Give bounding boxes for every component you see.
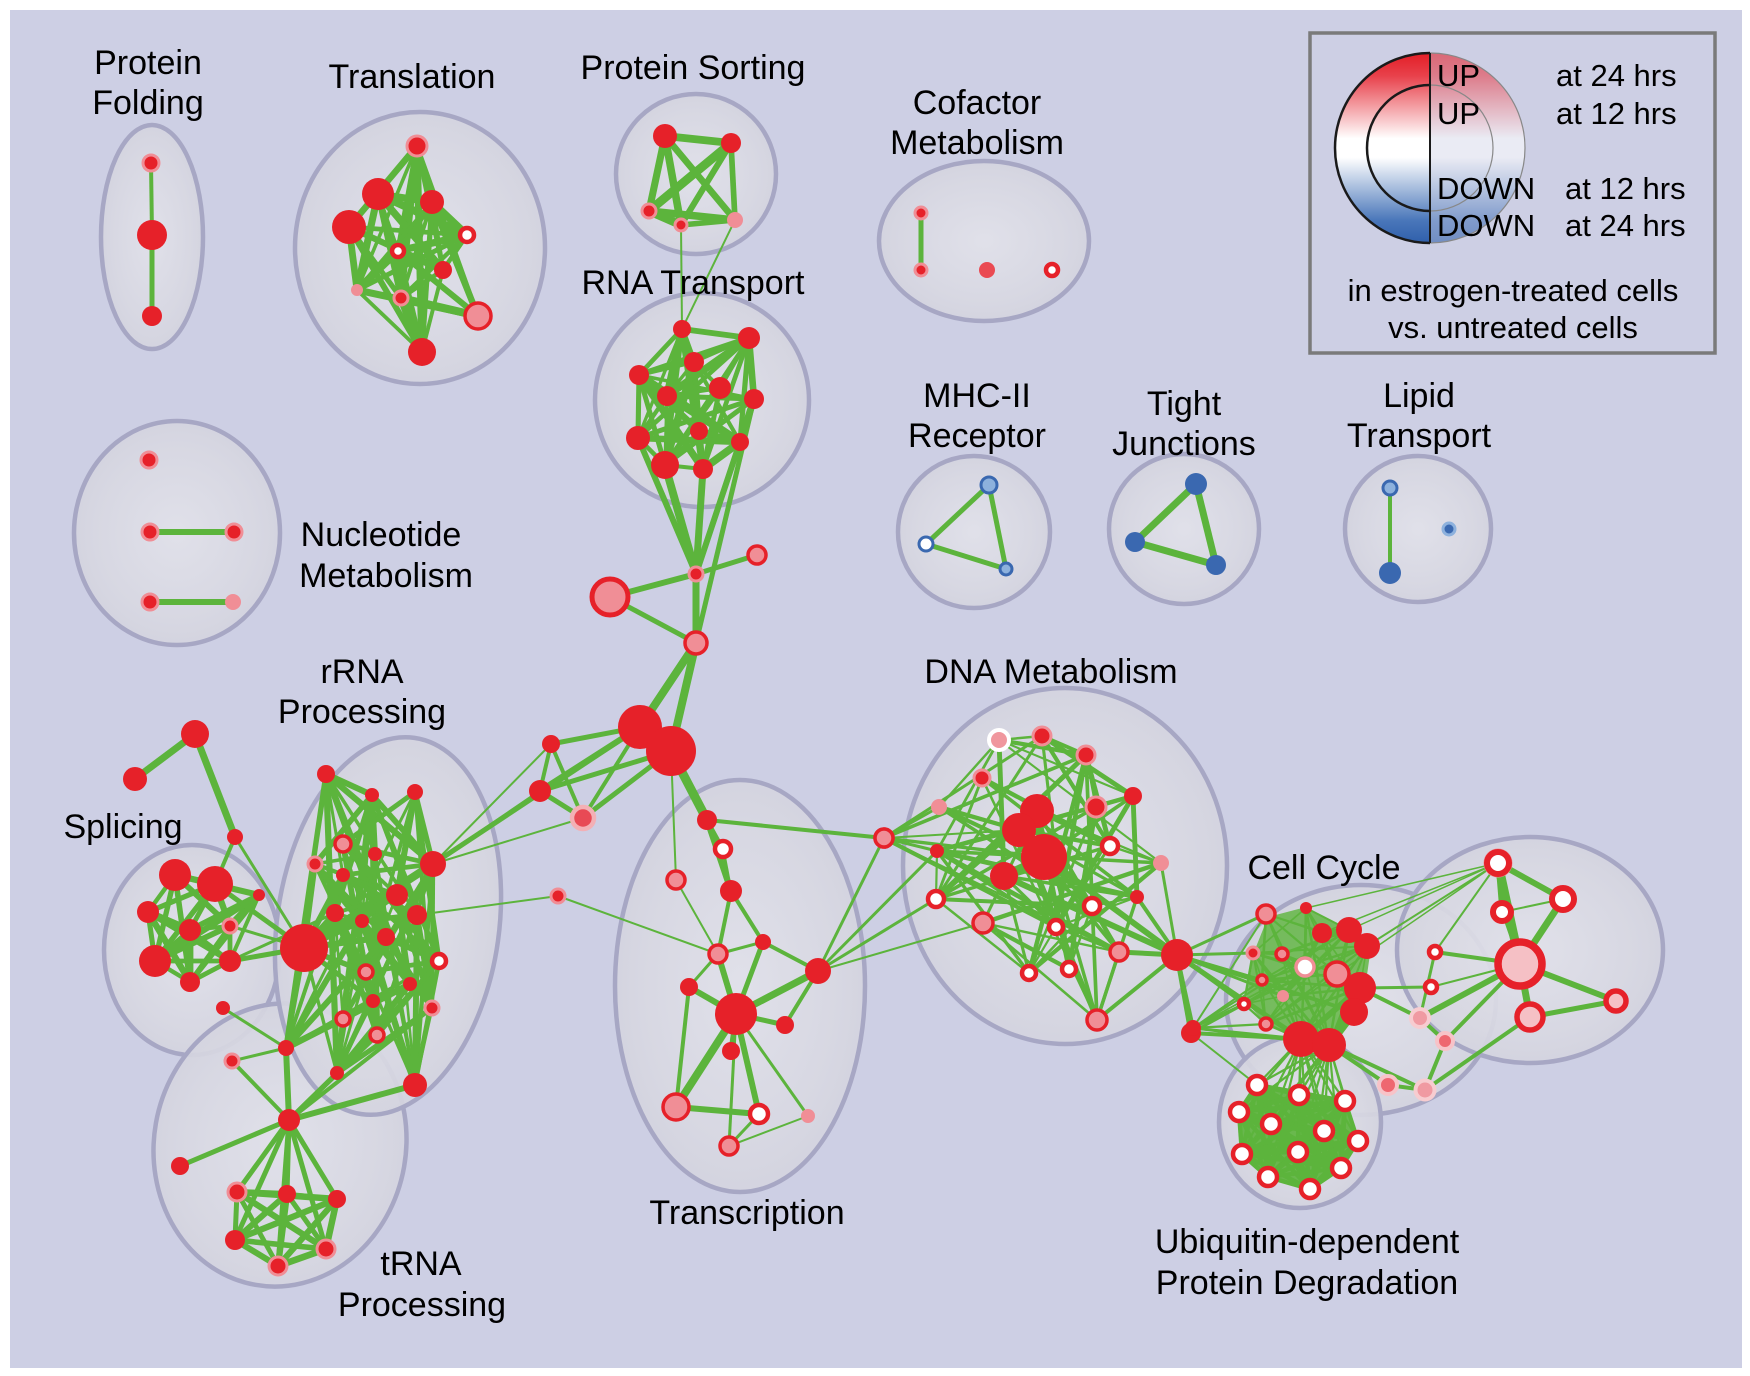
svg-text:Protein Degradation: Protein Degradation — [1156, 1264, 1458, 1302]
svg-text:Lipid: Lipid — [1383, 377, 1455, 415]
svg-text:Protein: Protein — [94, 44, 202, 82]
svg-text:at 24 hrs: at 24 hrs — [1565, 208, 1686, 243]
svg-text:DNA Metabolism: DNA Metabolism — [924, 653, 1177, 691]
svg-text:DOWN: DOWN — [1437, 171, 1535, 206]
svg-text:DOWN: DOWN — [1437, 208, 1535, 243]
svg-text:Cell Cycle: Cell Cycle — [1247, 849, 1400, 887]
svg-text:Processing: Processing — [278, 693, 446, 731]
svg-text:MHC-II: MHC-II — [923, 377, 1031, 415]
svg-text:rRNA: rRNA — [320, 653, 403, 691]
svg-text:Receptor: Receptor — [908, 417, 1046, 455]
svg-text:Translation: Translation — [329, 58, 496, 96]
svg-text:vs. untreated cells: vs. untreated cells — [1388, 310, 1638, 345]
svg-text:Tight: Tight — [1147, 385, 1222, 423]
svg-text:UP: UP — [1437, 96, 1480, 131]
svg-text:in estrogen-treated cells: in estrogen-treated cells — [1348, 273, 1679, 308]
svg-text:Junctions: Junctions — [1112, 425, 1256, 463]
svg-text:Nucleotide: Nucleotide — [301, 516, 462, 554]
svg-text:Transcription: Transcription — [649, 1194, 844, 1232]
svg-text:Folding: Folding — [92, 84, 204, 122]
svg-text:Metabolism: Metabolism — [890, 124, 1064, 162]
svg-text:Cofactor: Cofactor — [913, 84, 1042, 122]
svg-text:RNA Transport: RNA Transport — [582, 264, 806, 302]
svg-text:tRNA: tRNA — [380, 1245, 462, 1283]
svg-text:at 12 hrs: at 12 hrs — [1565, 171, 1686, 206]
svg-text:Processing: Processing — [338, 1286, 506, 1324]
svg-text:Metabolism: Metabolism — [299, 557, 473, 595]
svg-text:at 24 hrs: at 24 hrs — [1556, 58, 1677, 93]
svg-text:Ubiquitin-dependent: Ubiquitin-dependent — [1155, 1223, 1460, 1261]
svg-text:Transport: Transport — [1347, 417, 1492, 455]
svg-text:at 12 hrs: at 12 hrs — [1556, 96, 1677, 131]
svg-text:UP: UP — [1437, 58, 1480, 93]
svg-text:Protein Sorting: Protein Sorting — [581, 49, 806, 87]
svg-text:Splicing: Splicing — [63, 808, 182, 846]
